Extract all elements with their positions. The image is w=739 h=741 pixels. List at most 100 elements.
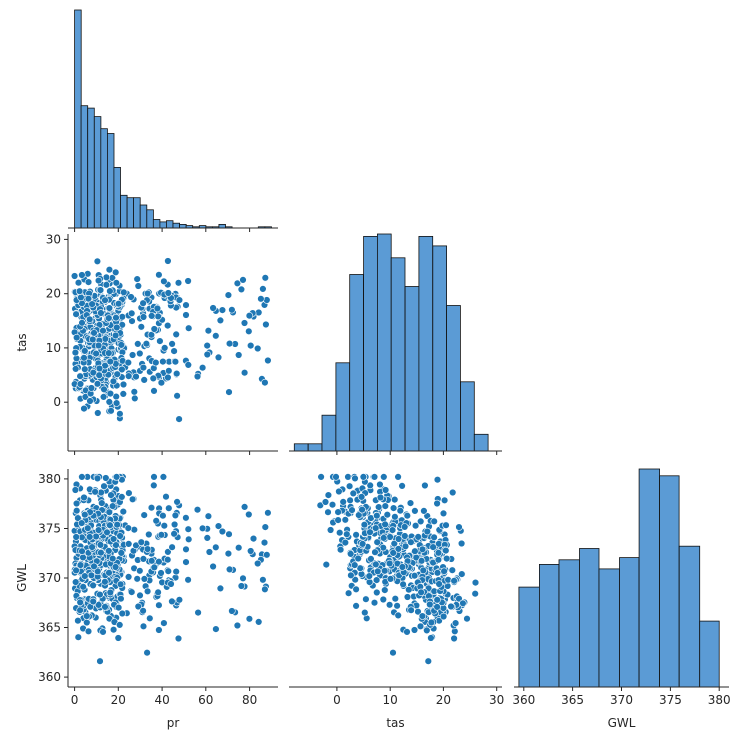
scatter-point <box>423 626 431 635</box>
histogram-bar <box>659 475 680 688</box>
scatter-point <box>167 580 175 588</box>
scatter-point <box>447 602 455 611</box>
scatter-point <box>321 498 330 506</box>
scatter-point <box>136 591 144 600</box>
scatter-point <box>74 279 83 287</box>
scatter-point <box>99 628 107 636</box>
scatter-point <box>124 372 133 380</box>
scatter-point <box>184 576 192 584</box>
scatter-point <box>79 553 87 562</box>
scatter-point <box>114 300 123 308</box>
histogram-bar <box>80 105 89 229</box>
scatter-point <box>360 520 369 529</box>
scatter-point <box>132 372 140 381</box>
scatter-point <box>352 585 360 593</box>
scatter-point <box>184 277 192 285</box>
scatter-point <box>96 657 104 665</box>
scatter-point <box>344 473 352 481</box>
scatter-point <box>92 532 100 541</box>
histogram-bar <box>133 197 141 229</box>
scatter-point <box>103 528 111 536</box>
histogram-bar <box>307 443 323 452</box>
scatter-point <box>324 508 332 516</box>
scatter-point <box>212 625 220 633</box>
scatter-point <box>94 409 102 417</box>
scatter-point <box>434 549 443 557</box>
y-tick-label: 370 <box>38 571 61 585</box>
scatter-point <box>139 313 148 321</box>
scatter-point <box>105 304 114 312</box>
scatter-point <box>394 535 403 543</box>
scatter-point <box>118 313 127 321</box>
x-tick-label: 0 <box>333 693 341 707</box>
histogram-bar <box>100 128 108 229</box>
scatter-point <box>173 498 181 506</box>
scatter-point <box>261 585 269 593</box>
scatter-point <box>102 281 111 289</box>
scatter-point <box>346 496 354 504</box>
scatter-point <box>358 506 366 514</box>
histogram-bar <box>113 166 121 229</box>
histogram-bar <box>473 433 489 452</box>
scatter-point <box>225 388 233 396</box>
x-tick-label: 365 <box>561 693 584 707</box>
scatter-point <box>396 507 404 515</box>
scatter-point <box>203 341 211 350</box>
scatter-point <box>106 588 115 597</box>
scatter-point <box>247 341 255 350</box>
scatter-point <box>139 363 148 372</box>
scatter-point <box>348 506 356 514</box>
scatter-point <box>225 339 234 348</box>
scatter-point <box>240 369 249 377</box>
scatter-point <box>264 509 272 517</box>
scatter-point <box>372 524 380 532</box>
scatter-point <box>140 575 149 583</box>
scatter-point <box>357 493 366 501</box>
scatter-point <box>214 522 223 530</box>
scatter-point <box>156 337 164 345</box>
scatter-point <box>193 506 202 514</box>
scatter-point <box>389 648 397 657</box>
scatter-point <box>134 340 142 348</box>
scatter-point <box>228 607 236 615</box>
scatter-point <box>174 634 183 643</box>
scatter-point <box>96 541 105 549</box>
scatter-point <box>165 367 173 375</box>
scatter-point <box>113 323 121 332</box>
histogram-bar <box>126 197 135 229</box>
y-tick-label: 360 <box>38 670 61 684</box>
x-tick-label: 380 <box>708 693 731 707</box>
scatter-point <box>401 523 409 531</box>
histogram-bar <box>460 381 475 452</box>
scatter-point <box>133 575 141 583</box>
scatter-point <box>111 563 120 571</box>
scatter-point <box>372 560 380 569</box>
scatter-point <box>112 541 120 549</box>
scatter-point <box>341 516 349 524</box>
scatter-point <box>117 594 125 603</box>
scatter-point <box>406 499 415 507</box>
scatter-point <box>112 314 120 322</box>
scatter-point <box>264 356 272 365</box>
scatter-point <box>328 501 337 509</box>
scatter-point <box>240 503 249 511</box>
y-tick-label: 375 <box>38 522 61 536</box>
scatter-point <box>128 309 136 317</box>
scatter-point <box>155 601 163 609</box>
scatter-point <box>175 415 183 423</box>
scatter-point <box>439 509 448 518</box>
scatter-point <box>81 347 89 355</box>
scatter-point <box>398 563 407 571</box>
histogram-bar <box>179 223 187 229</box>
scatter-point <box>157 379 166 387</box>
scatter-point <box>317 473 325 481</box>
histogram-bar <box>93 116 102 229</box>
scatter-point <box>218 306 227 314</box>
scatter-point <box>398 482 406 490</box>
scatter-point <box>373 588 381 597</box>
scatter-point <box>165 504 173 512</box>
scatter-point <box>209 304 217 312</box>
scatter-point <box>155 557 163 566</box>
scatter-point <box>136 349 144 358</box>
scatter-point <box>146 614 154 622</box>
